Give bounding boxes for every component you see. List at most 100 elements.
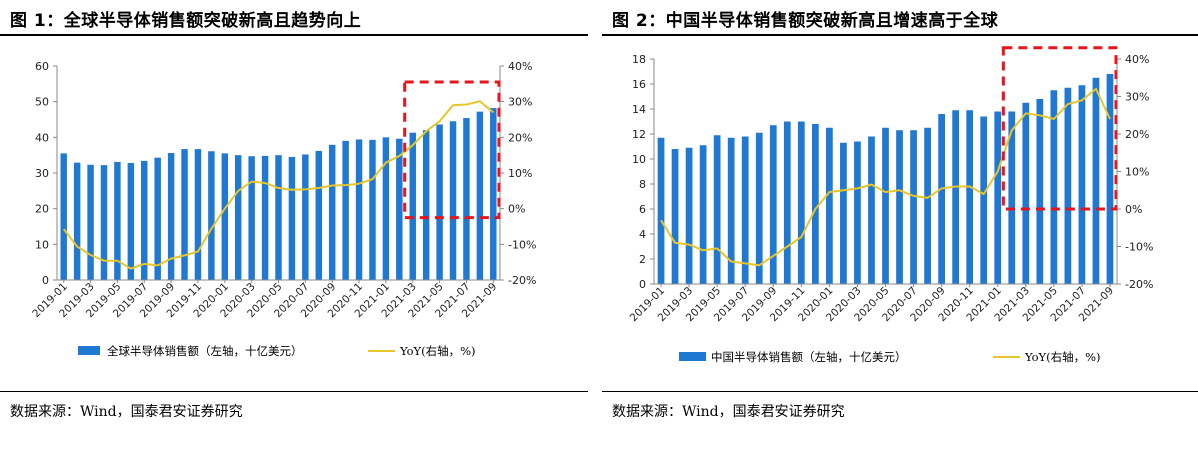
bar [882, 127, 889, 284]
figure-2-top-rule [602, 34, 1198, 36]
bar [797, 121, 805, 284]
bar [896, 130, 903, 284]
bar [657, 137, 665, 284]
bar [854, 141, 861, 284]
bar [302, 154, 309, 280]
bar [382, 137, 390, 280]
legend-bar-swatch [679, 352, 706, 361]
legend-bar-label: 中国半导体销售额（左轴，十亿美元） [711, 350, 907, 364]
bar [811, 124, 819, 284]
bar [409, 132, 416, 280]
bar [167, 153, 175, 280]
left-tick-label: 12 [632, 128, 646, 141]
left-tick-label: 2 [639, 253, 646, 266]
bar [966, 110, 974, 284]
figure-1: 图 1：全球半导体销售额突破新高且趋势向上 0 10 20 30 40 50 60 -20% -… [0, 0, 588, 455]
bar [436, 124, 443, 280]
bar [980, 116, 988, 284]
bar [938, 114, 945, 284]
bar [449, 121, 457, 281]
bar [1036, 99, 1044, 284]
right-tick-label: 20% [508, 131, 532, 144]
bar [727, 137, 735, 284]
bar [288, 156, 296, 280]
figure-1-top-rule [0, 34, 588, 36]
bar [275, 155, 282, 280]
bar [868, 136, 875, 284]
left-tick-label: 60 [35, 60, 49, 73]
figure-2: 图 2：中国半导体销售额突破新高且增速高于全球 0 2 4 6 8 10 12 14 16 18 -… [602, 0, 1198, 455]
figure-2-source: 数据来源：Wind，国泰君安证券研究 [612, 404, 845, 420]
figure-1-chart: 0102030405060-20%-10%0%10%20%30%40%2019-… [30, 60, 536, 358]
left-tick-label: 20 [35, 203, 49, 216]
bar [952, 110, 960, 284]
left-tick-label: 0 [42, 274, 49, 287]
right-tick-label: 40% [508, 60, 532, 73]
right-tick-label: 30% [508, 96, 532, 109]
bar [910, 130, 917, 284]
bar [127, 163, 135, 280]
right-tick-label: 20% [1125, 128, 1149, 141]
yoy-line [660, 87, 1111, 267]
figure-1-title: 图 1：全球半导体销售额突破新高且趋势向上 [10, 11, 362, 31]
bar [73, 162, 81, 280]
bar [396, 138, 403, 280]
right-tick-label: -20% [1125, 278, 1153, 291]
right-tick-label: 0% [508, 203, 525, 216]
bar [713, 135, 721, 284]
bar [463, 118, 470, 280]
bar [755, 132, 763, 284]
bar [208, 151, 215, 280]
bar [476, 111, 484, 280]
bar [141, 160, 148, 280]
bar [1092, 77, 1100, 284]
bar [342, 140, 349, 280]
highlight-box [1001, 46, 1118, 211]
bar [1008, 111, 1016, 284]
bar [783, 121, 791, 284]
left-tick-label: 18 [632, 53, 646, 66]
left-tick-label: 16 [632, 78, 646, 91]
bar [1050, 90, 1058, 284]
right-tick-label: -10% [1125, 241, 1153, 254]
left-tick-label: 0 [639, 278, 646, 291]
left-tick-label: 4 [639, 228, 646, 241]
figure-1-bottom-rule [0, 391, 588, 392]
legend-line-label: YoY(右轴，%) [1024, 350, 1101, 364]
left-tick-label: 14 [632, 103, 646, 116]
bar [840, 142, 847, 284]
right-tick-label: -10% [508, 238, 536, 251]
left-tick-label: 6 [639, 203, 646, 216]
bar [261, 155, 269, 280]
right-tick-label: 40% [1125, 53, 1149, 66]
bar [114, 161, 121, 280]
bar [1078, 85, 1086, 284]
bar [826, 127, 833, 284]
bar [248, 156, 255, 280]
left-tick-label: 30 [35, 167, 49, 180]
legend-bar-swatch [78, 346, 100, 355]
bar [741, 136, 749, 284]
figure-2-chart: 024681012141618-20%-10%0%10%20%30%40%201… [628, 46, 1153, 364]
legend-line-label: YoY(右轴，%) [399, 344, 476, 358]
bar [685, 147, 693, 284]
left-tick-label: 50 [35, 96, 49, 109]
bar [490, 108, 497, 280]
bar [154, 157, 161, 280]
bar [87, 164, 94, 280]
bar [181, 149, 188, 280]
left-tick-label: 8 [639, 178, 646, 191]
bar [369, 139, 376, 280]
right-tick-label: 10% [508, 167, 532, 180]
bar [100, 165, 108, 280]
right-tick-label: 0% [1125, 203, 1142, 216]
right-tick-label: 10% [1125, 166, 1149, 179]
bar [221, 153, 229, 280]
bar [1022, 102, 1030, 284]
bar [769, 125, 777, 284]
bar [194, 149, 202, 280]
left-tick-label: 10 [632, 153, 646, 166]
yoy-line [62, 100, 494, 270]
bar [671, 149, 679, 284]
figure-2-title: 图 2：中国半导体销售额突破新高且增速高于全球 [612, 11, 999, 31]
